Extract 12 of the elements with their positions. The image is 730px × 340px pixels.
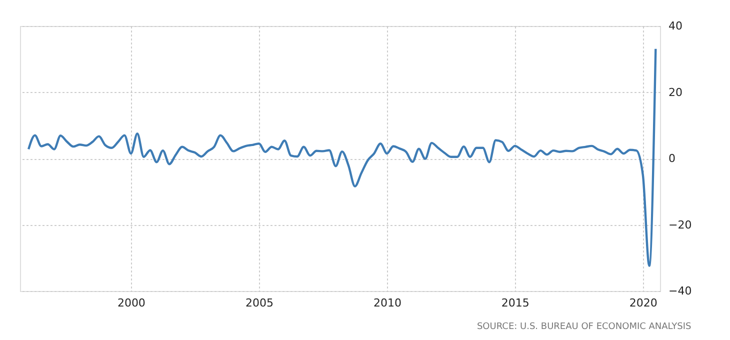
- x-tick-label: 2000: [117, 296, 146, 310]
- y-tick-label: −40: [668, 284, 692, 298]
- y-tick-label: 0: [668, 152, 676, 165]
- x-tick-label: 2015: [501, 296, 530, 310]
- line-series: [27, 48, 657, 267]
- y-tick-label: −20: [668, 218, 692, 232]
- x-tick-label: 2020: [629, 296, 658, 310]
- y-tick-label: 20: [668, 86, 682, 99]
- y-tick-label: 40: [668, 20, 682, 32]
- source-note: SOURCE: U.S. BUREAU OF ECONOMIC ANALYSIS: [476, 322, 692, 332]
- x-tick-label: 2010: [373, 296, 402, 310]
- x-tick-label: 2005: [245, 296, 274, 310]
